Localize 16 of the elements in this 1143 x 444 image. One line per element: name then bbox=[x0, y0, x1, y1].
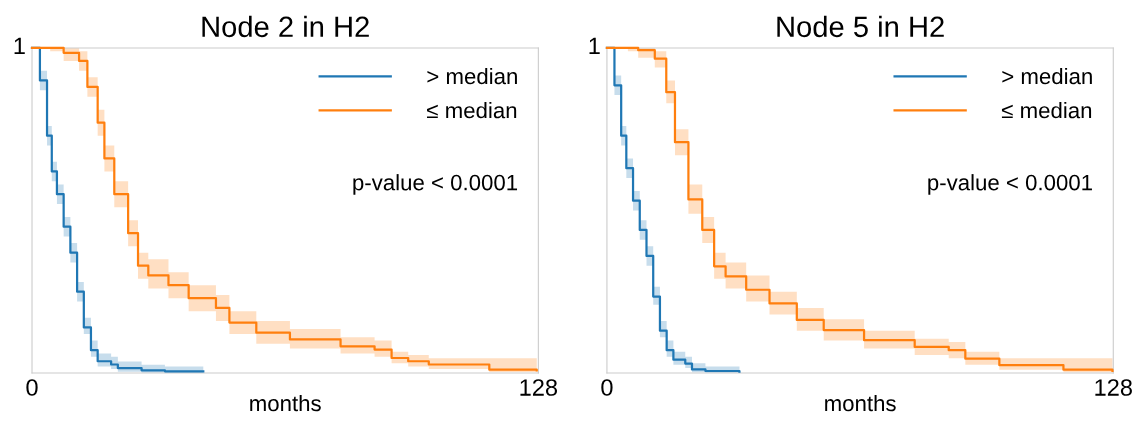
x-tick-label: 128 bbox=[520, 379, 558, 396]
x-tick-label: 0 bbox=[601, 379, 613, 396]
chart-title: Node 2 in H2 bbox=[202, 15, 369, 38]
text: 1 bbox=[14, 37, 25, 55]
legend-label: ≤ median bbox=[1001, 102, 1092, 119]
legend-label: > median bbox=[427, 67, 517, 85]
x-tick-label: 0 bbox=[26, 379, 38, 396]
chart-title: Node 5 in H2 bbox=[777, 15, 944, 38]
x-axis-title: months bbox=[825, 394, 896, 412]
legend-label: > median bbox=[1002, 67, 1092, 85]
x-axis-title: months bbox=[250, 394, 321, 412]
text: 1 bbox=[589, 37, 600, 55]
annotation: p-value < 0.0001 bbox=[928, 174, 1092, 195]
x-tick-label: 128 bbox=[1095, 379, 1132, 396]
annotation: p-value < 0.0001 bbox=[353, 174, 518, 195]
legend-label: ≤ median bbox=[427, 102, 517, 119]
